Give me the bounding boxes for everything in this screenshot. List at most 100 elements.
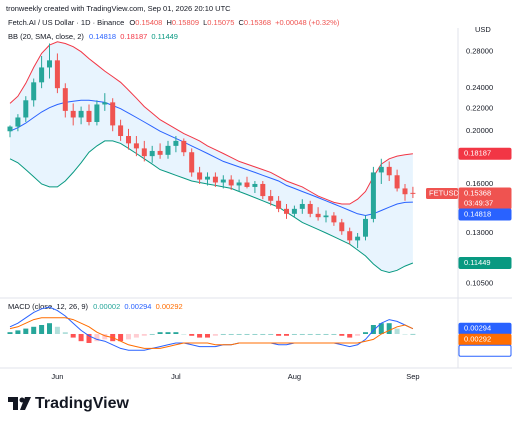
- macd-histogram-bar: [220, 333, 226, 335]
- candle-body: [386, 166, 392, 176]
- candle-body: [323, 215, 329, 218]
- axis-tag: [458, 147, 512, 160]
- symbol-legend: Fetch.AI / US Dollar · 1D · Binance O 0.1…: [8, 18, 340, 27]
- macd-histogram-bar: [173, 332, 179, 334]
- candle-body: [315, 213, 321, 218]
- change: +0.00048 (+0.32%): [275, 18, 340, 27]
- axis-tag-label: 0.00294: [464, 324, 491, 333]
- macd-histogram-bar: [165, 332, 171, 334]
- candle-body: [236, 182, 242, 186]
- symbol-tag-label: FETUSD: [429, 188, 460, 197]
- ohlc-key: O: [129, 18, 135, 27]
- candle-body: [62, 88, 68, 111]
- macd-histogram-bar: [236, 333, 242, 335]
- macd-histogram-bar: [212, 333, 218, 336]
- symbol-title: Fetch.AI / US Dollar · 1D · Binance: [8, 18, 124, 27]
- x-tick-label: Jun: [51, 372, 63, 381]
- x-tick-label: Aug: [288, 372, 301, 381]
- macd-histogram-bar: [141, 333, 147, 336]
- header: tronweekly created with TradingView.com,…: [6, 4, 231, 13]
- bb-middle-line: [9, 99, 413, 217]
- macd-macd-line: [9, 306, 414, 351]
- macd-histogram-bar: [205, 333, 210, 338]
- macd-histogram-bar: [331, 333, 337, 335]
- ohlc-value: 0.15368: [244, 18, 271, 27]
- candle-body: [299, 203, 305, 209]
- ohlc-key: H: [166, 18, 171, 27]
- macd-histogram-bar: [70, 333, 76, 338]
- candle-body: [331, 215, 337, 223]
- macd-signal-line: [9, 317, 414, 349]
- candle-body: [15, 117, 21, 127]
- macd-histogram-bar: [410, 333, 416, 335]
- macd-histogram-bar: [402, 333, 408, 335]
- candle-body: [78, 110, 84, 118]
- macd-histogram-bar: [23, 328, 29, 334]
- macd-histogram-bar: [31, 326, 37, 334]
- macd-histogram-bar: [252, 333, 258, 335]
- macd-histogram-bar: [7, 332, 13, 334]
- candle-body: [141, 148, 147, 157]
- macd-histogram-bar: [157, 332, 163, 334]
- macd-histogram-bar: [181, 333, 187, 335]
- y-tick-label: 0.22000: [466, 104, 493, 113]
- axis-tag-label: 0.00292: [464, 335, 491, 344]
- candle-body: [394, 175, 400, 189]
- candle-body: [268, 196, 274, 201]
- candle-body: [402, 188, 408, 195]
- macd-histogram-bar: [47, 323, 52, 334]
- y-tick-label: 0.20000: [466, 126, 493, 135]
- macd-value: 0.00294: [124, 302, 151, 311]
- y-tick-label: 0.24000: [466, 83, 493, 92]
- candle-body: [149, 150, 155, 157]
- candle-body: [339, 222, 345, 232]
- candle-body: [31, 82, 37, 101]
- macd-histogram-bar: [15, 330, 21, 334]
- ohlc-key: C: [238, 18, 244, 27]
- candle-body: [23, 100, 29, 118]
- macd-histogram-bar: [284, 333, 289, 336]
- bb-legend: BB (20, SMA, close, 2) 0.14818 0.18187 0…: [8, 32, 178, 41]
- candle-body: [94, 104, 100, 122]
- candle-body: [370, 172, 376, 219]
- bb-label: BB (20, SMA, close, 2): [8, 32, 84, 41]
- macd-histogram-bar: [355, 333, 361, 336]
- macd-histogram-bar: [102, 333, 108, 340]
- bb-lower-line: [9, 140, 414, 274]
- axis-tag: [458, 344, 512, 357]
- macd-histogram-bar: [291, 333, 297, 335]
- candle-body: [244, 182, 250, 187]
- candle-body: [173, 140, 179, 146]
- candle-body: [252, 183, 258, 187]
- macd-histogram-bar: [62, 332, 68, 334]
- y-tick-label: 0.13000: [466, 228, 493, 237]
- axis-tag-label: 0.15368: [464, 188, 491, 197]
- macd-histogram-bar: [78, 333, 84, 342]
- x-tick-label: Jul: [171, 372, 181, 381]
- macd-histogram-bar: [133, 333, 139, 338]
- candle-body: [54, 60, 60, 89]
- candle-body: [86, 110, 92, 122]
- candle-body: [110, 102, 116, 126]
- macd-signal-value: 0.00292: [156, 302, 183, 311]
- candle-body: [410, 192, 416, 194]
- macd-histogram-bar: [244, 333, 250, 335]
- candle-body: [276, 200, 282, 209]
- candle-body: [118, 125, 124, 137]
- candle-body: [47, 60, 52, 68]
- candle-body: [228, 179, 234, 186]
- x-tick-label: Sep: [406, 372, 419, 381]
- candle-body: [378, 166, 384, 173]
- candle-body: [157, 150, 163, 155]
- macd-histogram-bar: [86, 333, 92, 343]
- macd-histogram-bar: [149, 333, 155, 335]
- macd-histogram-bar: [189, 333, 195, 336]
- bb-lower-value: 0.11449: [151, 32, 178, 41]
- macd-histogram-bar: [386, 323, 392, 334]
- macd-histogram-bar: [228, 333, 234, 335]
- bb-upper-line: [9, 41, 413, 205]
- bb-upper-value: 0.18187: [120, 32, 147, 41]
- y-tick-label: 0.28000: [466, 47, 493, 56]
